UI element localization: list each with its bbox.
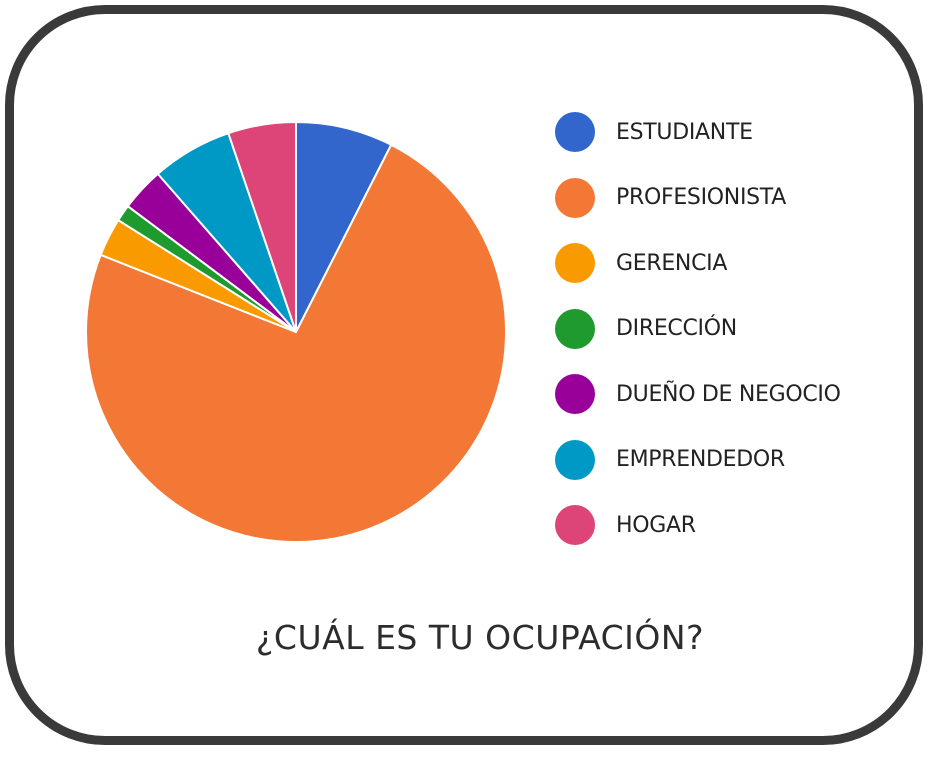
legend-item-hogar: HOGAR [555, 505, 915, 545]
legend-label: EMPRENDEDOR [616, 447, 785, 472]
legend-label: ESTUDIANTE [616, 119, 753, 145]
legend-label: DUEÑO DE NEGOCIO [616, 381, 841, 407]
legend-swatch [555, 308, 595, 349]
legend-swatch [555, 177, 595, 218]
pie-slice-estudiante [295, 121, 393, 333]
legend-item-emprendedor: EMPRENDEDOR [555, 439, 915, 480]
legend-item-direccion: DIRECCIÓN [555, 308, 915, 349]
legend-item-estudiante: ESTUDIANTE [555, 112, 915, 152]
pie-slice-profesionista [85, 143, 507, 543]
legend-label: GERENCIA [616, 250, 728, 276]
legend-label: DIRECCIÓN [616, 316, 737, 341]
legend-swatch [555, 439, 595, 480]
legend-item-profesionista: PROFESIONISTA [555, 177, 915, 218]
legend-swatch [555, 112, 595, 152]
legend-label: PROFESIONISTA [616, 185, 786, 210]
legend-swatch [555, 374, 595, 414]
legend-item-gerencia: GERENCIA [555, 243, 915, 283]
legend-swatch [555, 243, 595, 283]
pie-slice-hogar [227, 121, 297, 333]
legend-label: HOGAR [616, 512, 696, 538]
legend-swatch [555, 505, 595, 545]
chart-title: ¿CUÁL ES TU OCUPACIÓN? [255, 618, 705, 657]
legend: ESTUDIANTE PROFESIONISTA GERENCIA DIRECCIÓN… [555, 112, 915, 571]
legend-item-dueno-de-negocio: DUEÑO DE NEGOCIO [555, 374, 915, 414]
